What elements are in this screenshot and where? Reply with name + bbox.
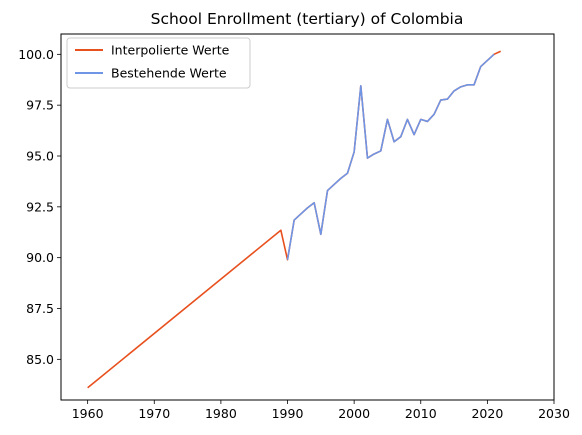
- y-tick-label: 85.0: [26, 352, 54, 367]
- x-tick-label: 1990: [272, 406, 304, 421]
- legend: Interpolierte Werte Bestehende Werte: [66, 37, 251, 89]
- y-tick-label: 100.0: [18, 47, 54, 62]
- legend-box: [66, 37, 251, 89]
- series-line-1: [286, 53, 495, 260]
- x-axis: 1960 1970 1980 1990 2000 2010 2020 2030: [72, 400, 570, 421]
- plot-frame: [60, 33, 555, 401]
- y-tick-label: 87.5: [26, 301, 54, 316]
- y-tick-label: 92.5: [26, 199, 54, 214]
- x-tick-label: 1960: [72, 406, 104, 421]
- x-tick-label: 2030: [538, 406, 570, 421]
- x-tick-label: 2010: [405, 406, 437, 421]
- x-tick-label: 2020: [471, 406, 503, 421]
- legend-label-existing: Bestehende Werte: [111, 66, 227, 81]
- x-tick-label: 2000: [338, 406, 370, 421]
- legend-label-interpolated: Interpolierte Werte: [111, 43, 230, 58]
- series-layer: [87, 50, 502, 389]
- y-tick-label: 90.0: [26, 250, 54, 265]
- chart-title: School Enrollment (tertiary) of Colombia: [151, 10, 464, 28]
- y-tick-label: 97.5: [26, 98, 54, 113]
- y-tick-label: 95.0: [26, 149, 54, 164]
- x-tick-label: 1970: [138, 406, 170, 421]
- y-axis: 85.0 87.5 90.0 92.5 95.0 97.5 100.0: [18, 47, 61, 367]
- x-tick-label: 1980: [205, 406, 237, 421]
